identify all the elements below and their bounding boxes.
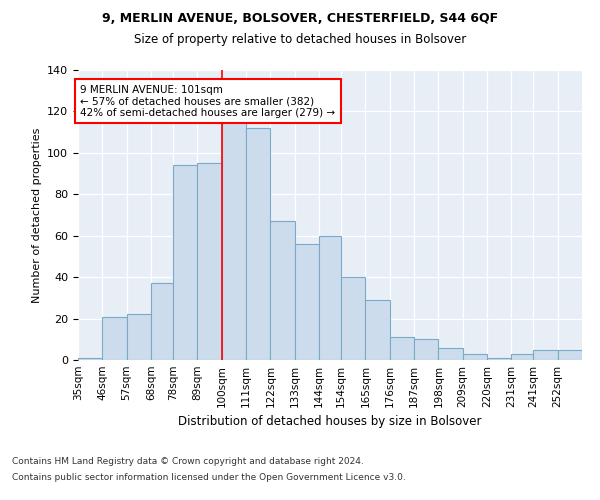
Text: 9 MERLIN AVENUE: 101sqm
← 57% of detached houses are smaller (382)
42% of semi-d: 9 MERLIN AVENUE: 101sqm ← 57% of detache… [80, 84, 335, 117]
Bar [487, 358, 511, 360]
Bar [127, 314, 151, 360]
X-axis label: Distribution of detached houses by size in Bolsover: Distribution of detached houses by size … [178, 416, 482, 428]
Bar [295, 244, 319, 360]
Bar [246, 128, 271, 360]
Bar [533, 350, 557, 360]
Text: Contains HM Land Registry data © Crown copyright and database right 2024.: Contains HM Land Registry data © Crown c… [12, 458, 364, 466]
Bar [78, 358, 103, 360]
Bar [221, 116, 246, 360]
Bar [414, 340, 439, 360]
Bar [557, 350, 582, 360]
Bar [389, 337, 414, 360]
Bar [511, 354, 533, 360]
Bar [197, 163, 221, 360]
Bar [173, 166, 197, 360]
Bar [341, 277, 365, 360]
Bar [463, 354, 487, 360]
Y-axis label: Number of detached properties: Number of detached properties [32, 128, 41, 302]
Bar [151, 284, 173, 360]
Text: 9, MERLIN AVENUE, BOLSOVER, CHESTERFIELD, S44 6QF: 9, MERLIN AVENUE, BOLSOVER, CHESTERFIELD… [102, 12, 498, 26]
Bar [439, 348, 463, 360]
Bar [271, 221, 295, 360]
Bar [103, 316, 127, 360]
Text: Contains public sector information licensed under the Open Government Licence v3: Contains public sector information licen… [12, 472, 406, 482]
Bar [319, 236, 341, 360]
Text: Size of property relative to detached houses in Bolsover: Size of property relative to detached ho… [134, 32, 466, 46]
Bar [365, 300, 389, 360]
